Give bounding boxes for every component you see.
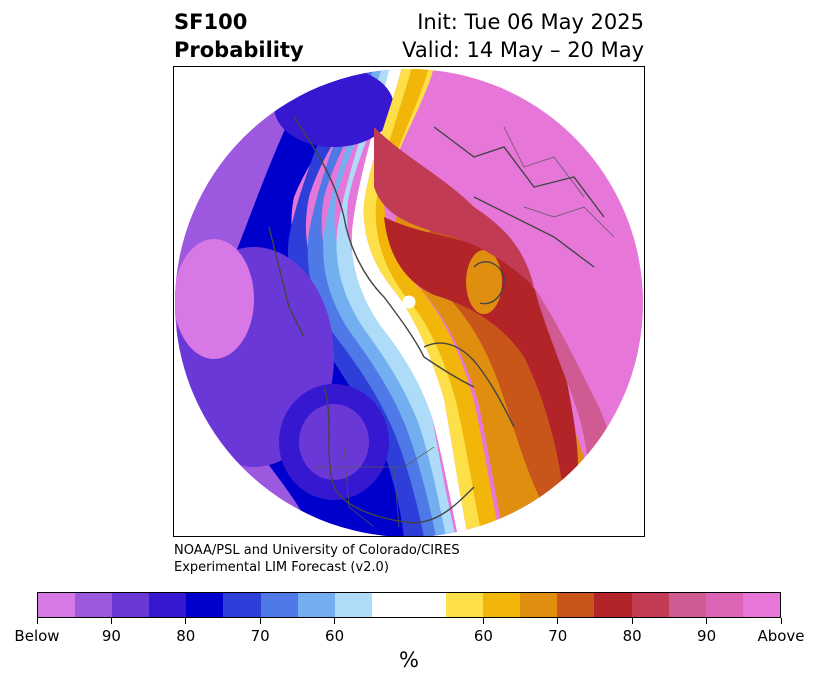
colorbar-tick-label: 80 <box>176 627 196 645</box>
title-left: SF100 Probability <box>174 8 304 64</box>
colorbar-segment <box>408 593 447 617</box>
colorbar-tick-label: 80 <box>622 627 642 645</box>
pole-dot <box>402 295 416 309</box>
probability-field <box>175 69 643 536</box>
field-b90-center <box>299 404 369 480</box>
colorbar-segment <box>223 593 261 617</box>
colorbar-segment <box>149 593 187 617</box>
colorbar-segment <box>38 593 76 617</box>
colorbar-segment <box>520 593 558 617</box>
colorbar-tick <box>259 618 261 624</box>
title-right: Init: Tue 06 May 2025 Valid: 14 May – 20… <box>402 8 644 64</box>
colorbar-tick-label: 90 <box>101 627 121 645</box>
credit: NOAA/PSL and University of Colorado/CIRE… <box>174 542 460 576</box>
field-b55 <box>336 69 456 536</box>
colorbar-tick-label: Above <box>757 627 805 645</box>
forecast-map <box>173 66 645 537</box>
title-variable: SF100 <box>174 10 248 34</box>
borders <box>314 126 615 528</box>
valid-range: Valid: 14 May – 20 May <box>402 38 644 62</box>
field-b100-west <box>175 239 254 359</box>
colorbar-tick <box>110 618 112 624</box>
colorbar-tick-label: 60 <box>325 627 345 645</box>
credit-line2: Experimental LIM Forecast (v2.0) <box>174 560 389 575</box>
coastlines <box>268 116 605 524</box>
colorbar-tick-label: 90 <box>697 627 717 645</box>
colorbar-segment <box>483 593 521 617</box>
colorbar-tick <box>557 618 559 624</box>
colorbar-tick-label: Below <box>14 627 60 645</box>
colorbar-segment <box>371 593 409 617</box>
colorbar-segment <box>446 593 484 617</box>
colorbar-tick <box>334 618 336 624</box>
colorbar-segment <box>668 593 706 617</box>
colorbar-segment <box>557 593 595 617</box>
colorbar-segment <box>297 593 335 617</box>
colorbar-tick <box>631 618 633 624</box>
colorbar-segment <box>112 593 150 617</box>
colorbar-tick <box>482 618 484 624</box>
colorbar <box>37 592 781 618</box>
colorbar-segment <box>334 593 372 617</box>
colorbar-segment <box>594 593 632 617</box>
colorbar-segment <box>260 593 298 617</box>
colorbar-unit: % <box>399 648 419 672</box>
field-a60 <box>375 69 500 536</box>
colorbar-segment <box>705 593 743 617</box>
credit-line1: NOAA/PSL and University of Colorado/CIRE… <box>174 543 460 558</box>
colorbar-tick-label: 70 <box>548 627 568 645</box>
map-svg <box>175 69 643 536</box>
colorbar-tick <box>780 618 782 624</box>
colorbar-segment <box>742 593 780 617</box>
colorbar-segment <box>75 593 113 617</box>
colorbar-tick <box>36 618 38 624</box>
colorbar-segment <box>631 593 669 617</box>
init-date: Init: Tue 06 May 2025 <box>417 10 644 34</box>
field-neutral <box>351 69 468 536</box>
colorbar-segment <box>186 593 224 617</box>
colorbar-tick <box>706 618 708 624</box>
colorbar-tick-label: 70 <box>250 627 270 645</box>
field-a85-north <box>374 127 534 287</box>
colorbar-tick <box>185 618 187 624</box>
title-type: Probability <box>174 38 304 62</box>
colorbar-tick-label: 60 <box>473 627 493 645</box>
field-a80 <box>384 217 579 507</box>
